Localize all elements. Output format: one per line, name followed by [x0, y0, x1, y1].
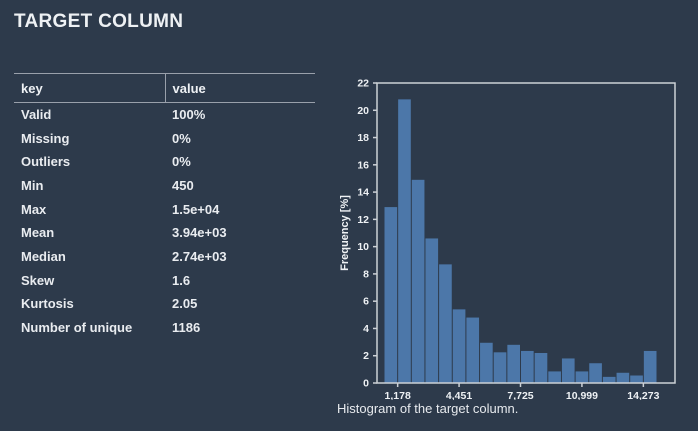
x-tick-label: 7,725	[507, 390, 533, 400]
stat-value: 2.05	[172, 296, 198, 312]
stat-key: Mean	[21, 225, 55, 241]
histogram-bar	[589, 363, 602, 383]
stat-key: Missing	[21, 130, 70, 146]
y-tick-label: 22	[357, 78, 369, 90]
page-title: TARGET COLUMN	[14, 11, 184, 32]
table-row: Number of unique 1186	[14, 316, 315, 340]
y-tick-label: 0	[363, 378, 369, 390]
histogram-bar	[411, 179, 425, 383]
y-tick-label: 6	[363, 296, 369, 308]
histogram-bar	[507, 344, 520, 383]
table-row: Outliers 0%	[14, 150, 315, 174]
stat-key: Median	[21, 248, 66, 264]
x-tick-label: 14,273	[627, 390, 659, 400]
x-axis-ticks: 1,178 4,451 7,725 10,999 14,273	[385, 383, 660, 402]
stat-key: Outliers	[21, 154, 71, 170]
table-row: Missing 0%	[14, 126, 315, 150]
stat-key: Valid	[21, 107, 52, 123]
y-tick-label: 12	[357, 214, 369, 226]
table-row: Mean 3.94e+03	[14, 221, 315, 245]
histogram-bar	[630, 375, 643, 383]
histogram-bar	[398, 99, 411, 384]
histogram-bar	[493, 352, 507, 383]
stat-key: Skew	[21, 272, 55, 288]
y-tick-label: 10	[357, 241, 369, 253]
stats-table: key value Valid 100% Missing 0% Outliers 0% Mi…	[14, 73, 315, 339]
histogram-bar	[521, 350, 534, 383]
stat-key: Number of unique	[21, 320, 133, 336]
histogram-bar	[480, 342, 493, 383]
y-axis-label: Frequency [%]	[339, 195, 351, 271]
key-column-header: key	[14, 73, 166, 103]
histogram-bar	[452, 309, 466, 383]
stat-value: 1.5e+04	[172, 201, 220, 217]
stat-key: Min	[21, 177, 44, 193]
table-header-row: key value	[14, 73, 315, 103]
histogram-bar	[561, 358, 575, 383]
histogram-bar	[439, 264, 452, 383]
stat-value: 3.94e+03	[172, 225, 227, 241]
y-tick-label: 4	[363, 323, 369, 335]
table-row: Kurtosis 2.05	[14, 292, 315, 316]
value-column-header: value	[165, 73, 315, 103]
histogram-bar	[534, 353, 548, 383]
histogram-bars	[384, 99, 657, 384]
chart-caption: Histogram of the target column.	[337, 401, 519, 416]
stat-value: 0%	[172, 130, 191, 146]
x-tick-label: 4,451	[446, 390, 472, 400]
stat-value: 1186	[172, 320, 201, 336]
histogram-bar	[643, 350, 657, 383]
plot-frame	[376, 82, 676, 384]
x-tick-label: 10,999	[566, 390, 598, 400]
histogram-bar	[466, 317, 480, 383]
table-row: Skew 1.6	[14, 268, 315, 292]
table-row: Valid 100%	[14, 103, 315, 127]
histogram-bar	[616, 372, 630, 383]
table-row: Median 2.74e+03	[14, 245, 315, 269]
y-tick-label: 18	[357, 132, 369, 144]
histogram-svg: 0 2 4 6 8 10 12 14 16 18 20 22 Frequency [%] 1,178 4,4…	[339, 78, 676, 402]
histogram-bar	[384, 207, 398, 383]
histogram-bar	[548, 371, 561, 383]
histogram-chart: 0 2 4 6 8 10 12 14 16 18 20 22 Frequency [%] 1,178 4,4…	[337, 60, 698, 431]
table-row: Max 1.5e+04	[14, 197, 315, 221]
histogram-bar	[575, 371, 589, 383]
histogram-bar	[425, 238, 439, 383]
stat-value: 0%	[172, 154, 191, 170]
stat-value: 1.6	[172, 272, 191, 288]
stat-value: 450	[172, 177, 194, 193]
stat-value: 2.74e+03	[172, 248, 227, 264]
y-axis-ticks: 0 2 4 6 8 10 12 14 16 18 20 22	[357, 78, 377, 390]
y-tick-label: 20	[357, 105, 369, 117]
y-tick-label: 2	[363, 350, 369, 362]
y-tick-label: 14	[357, 187, 369, 199]
y-tick-label: 16	[357, 159, 369, 171]
histogram-bar	[602, 376, 616, 383]
stat-key: Kurtosis	[21, 296, 74, 312]
x-tick-label: 1,178	[385, 390, 411, 400]
y-tick-label: 8	[363, 268, 369, 280]
table-row: Min 450	[14, 174, 315, 198]
stat-value: 100%	[172, 107, 206, 123]
stat-key: Max	[21, 201, 47, 217]
